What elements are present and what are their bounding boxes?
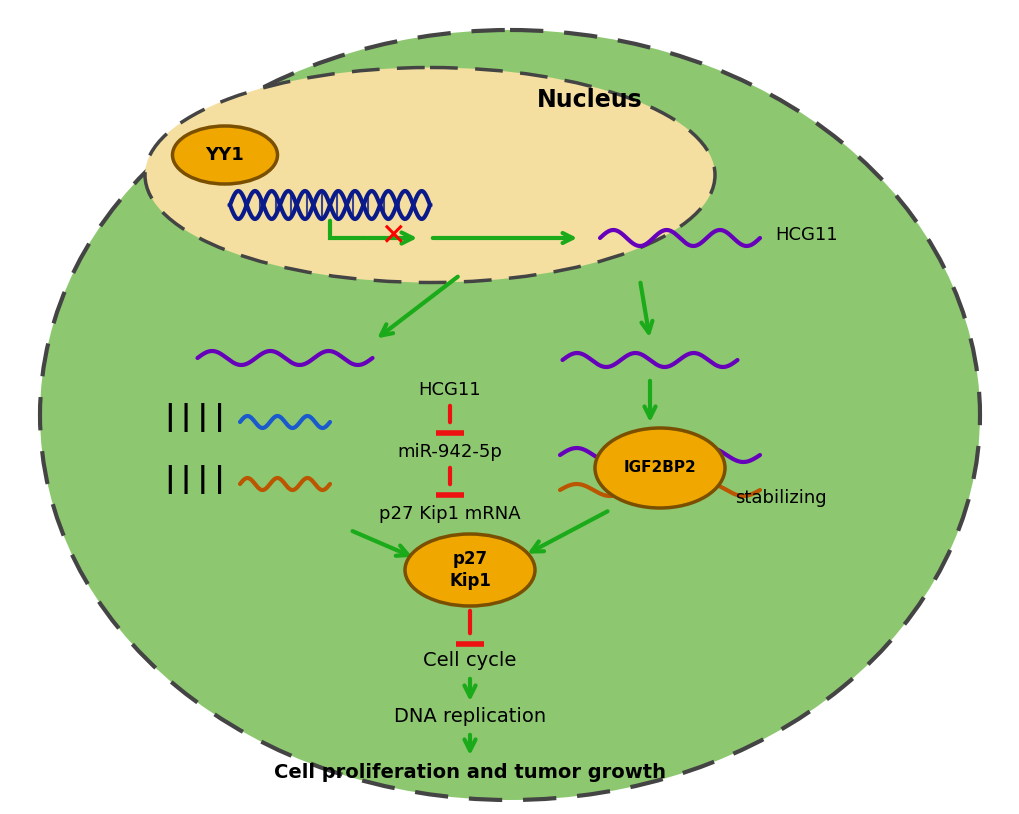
Text: Cell cycle: Cell cycle xyxy=(423,650,517,669)
Text: DNA replication: DNA replication xyxy=(393,707,545,727)
Text: HCG11: HCG11 xyxy=(418,381,481,399)
Text: ||||: |||| xyxy=(161,404,228,432)
Text: IGF2BP2: IGF2BP2 xyxy=(623,461,696,475)
Text: YY1: YY1 xyxy=(206,146,245,164)
Ellipse shape xyxy=(594,428,725,508)
Text: p27 Kip1 mRNA: p27 Kip1 mRNA xyxy=(379,505,521,523)
Ellipse shape xyxy=(405,534,535,606)
Text: Nucleus: Nucleus xyxy=(537,88,642,112)
Text: ✕: ✕ xyxy=(380,222,406,252)
Text: Cell proliferation and tumor growth: Cell proliferation and tumor growth xyxy=(274,763,665,781)
Text: ||||: |||| xyxy=(161,466,228,494)
Ellipse shape xyxy=(145,68,714,282)
Ellipse shape xyxy=(40,30,979,800)
Text: HCG11: HCG11 xyxy=(774,226,837,244)
Text: p27
Kip1: p27 Kip1 xyxy=(448,550,490,590)
Text: miR-942-5p: miR-942-5p xyxy=(397,443,502,461)
Text: stabilizing: stabilizing xyxy=(735,489,825,507)
Ellipse shape xyxy=(172,126,277,184)
